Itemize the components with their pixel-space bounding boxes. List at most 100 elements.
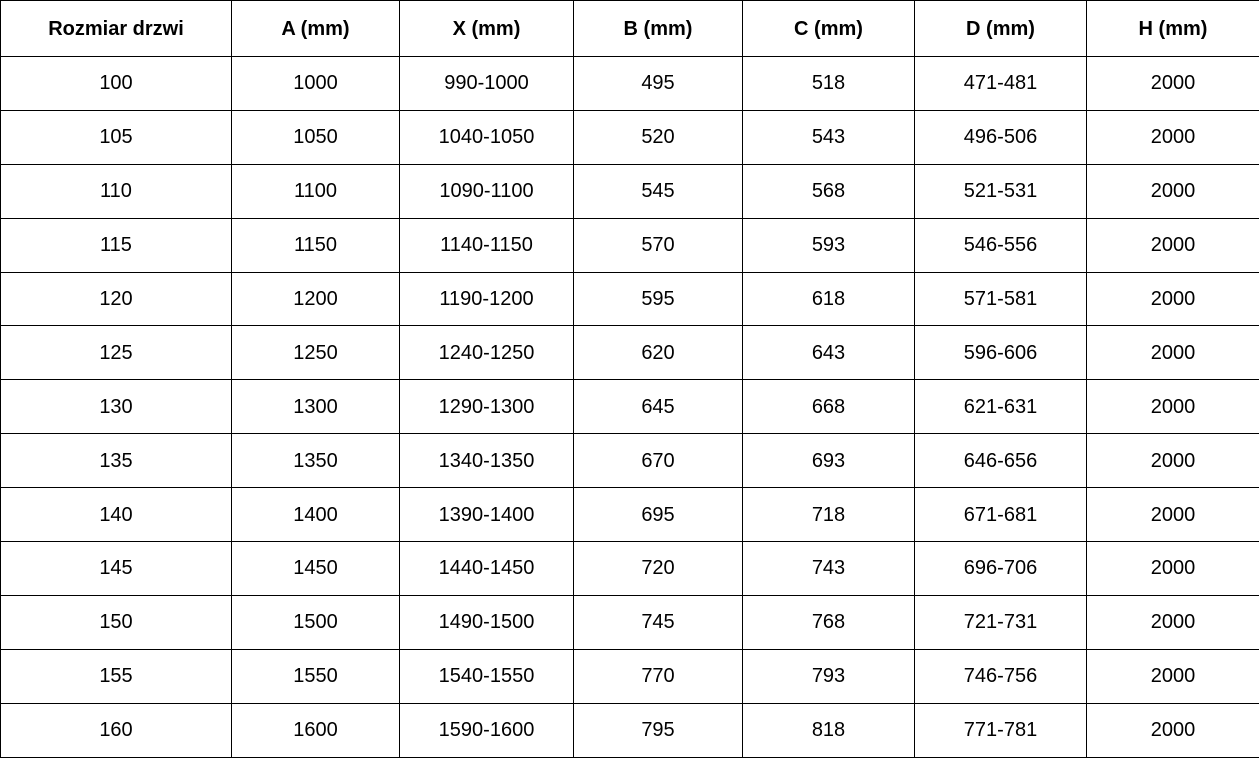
table-cell: 546-556 [915,218,1087,272]
table-cell: 471-481 [915,57,1087,111]
table-cell: 150 [1,595,232,649]
table-cell: 1600 [232,703,400,757]
table-cell: 521-531 [915,164,1087,218]
table-cell: 671-681 [915,488,1087,542]
table-cell: 818 [743,703,915,757]
table-cell: 768 [743,595,915,649]
table-cell: 696-706 [915,542,1087,596]
table-cell: 646-656 [915,434,1087,488]
header-x-mm: X (mm) [400,1,574,57]
table-cell: 155 [1,649,232,703]
table-cell: 693 [743,434,915,488]
table-cell: 100 [1,57,232,111]
table-cell: 595 [574,272,743,326]
table-cell: 1140-1150 [400,218,574,272]
table-cell: 1040-1050 [400,110,574,164]
table-cell: 1450 [232,542,400,596]
table-cell: 1500 [232,595,400,649]
table-cell: 1540-1550 [400,649,574,703]
table-cell: 2000 [1087,488,1259,542]
table-cell: 570 [574,218,743,272]
table-cell: 2000 [1087,649,1259,703]
table-cell: 1190-1200 [400,272,574,326]
table-cell: 1050 [232,110,400,164]
table-cell: 618 [743,272,915,326]
table-header-row: Rozmiar drzwi A (mm) X (mm) B (mm) C (mm… [1,1,1259,57]
header-c-mm: C (mm) [743,1,915,57]
table-cell: 721-731 [915,595,1087,649]
table-cell: 2000 [1087,110,1259,164]
table-cell: 695 [574,488,743,542]
table-cell: 2000 [1087,326,1259,380]
table-cell: 621-631 [915,380,1087,434]
table-cell: 795 [574,703,743,757]
table-cell: 545 [574,164,743,218]
table-cell: 2000 [1087,542,1259,596]
table-cell: 2000 [1087,703,1259,757]
table-cell: 1000 [232,57,400,111]
table-cell: 1340-1350 [400,434,574,488]
table-cell: 518 [743,57,915,111]
table-cell: 135 [1,434,232,488]
table-cell: 1350 [232,434,400,488]
table-cell: 520 [574,110,743,164]
table-cell: 593 [743,218,915,272]
table-cell: 115 [1,218,232,272]
table-cell: 2000 [1087,57,1259,111]
table-cell: 543 [743,110,915,164]
table-cell: 1590-1600 [400,703,574,757]
table-cell: 1300 [232,380,400,434]
table-cell: 120 [1,272,232,326]
table-cell: 718 [743,488,915,542]
table-cell: 125 [1,326,232,380]
table-cell: 793 [743,649,915,703]
table-cell: 745 [574,595,743,649]
table-cell: 668 [743,380,915,434]
table-cell: 568 [743,164,915,218]
table-cell: 2000 [1087,272,1259,326]
header-d-mm: D (mm) [915,1,1087,57]
table-cell: 670 [574,434,743,488]
header-rozmiar-drzwi: Rozmiar drzwi [1,1,232,57]
table-cell: 620 [574,326,743,380]
table-cell: 1490-1500 [400,595,574,649]
table-cell: 2000 [1087,434,1259,488]
table-cell: 496-506 [915,110,1087,164]
table-cell: 110 [1,164,232,218]
table-cell: 1290-1300 [400,380,574,434]
table-cell: 1100 [232,164,400,218]
table-cell: 2000 [1087,218,1259,272]
table-cell: 720 [574,542,743,596]
table-cell: 1200 [232,272,400,326]
header-h-mm: H (mm) [1087,1,1259,57]
header-b-mm: B (mm) [574,1,743,57]
table-cell: 571-581 [915,272,1087,326]
table-cell: 160 [1,703,232,757]
table-cell: 2000 [1087,595,1259,649]
table-cell: 1250 [232,326,400,380]
table-cell: 990-1000 [400,57,574,111]
table-cell: 145 [1,542,232,596]
table-cell: 1550 [232,649,400,703]
table-cell: 770 [574,649,743,703]
table-cell: 1400 [232,488,400,542]
table-cell: 746-756 [915,649,1087,703]
table-cell: 771-781 [915,703,1087,757]
table-cell: 1090-1100 [400,164,574,218]
table-cell: 140 [1,488,232,542]
table-cell: 105 [1,110,232,164]
table-cell: 643 [743,326,915,380]
table-cell: 2000 [1087,164,1259,218]
